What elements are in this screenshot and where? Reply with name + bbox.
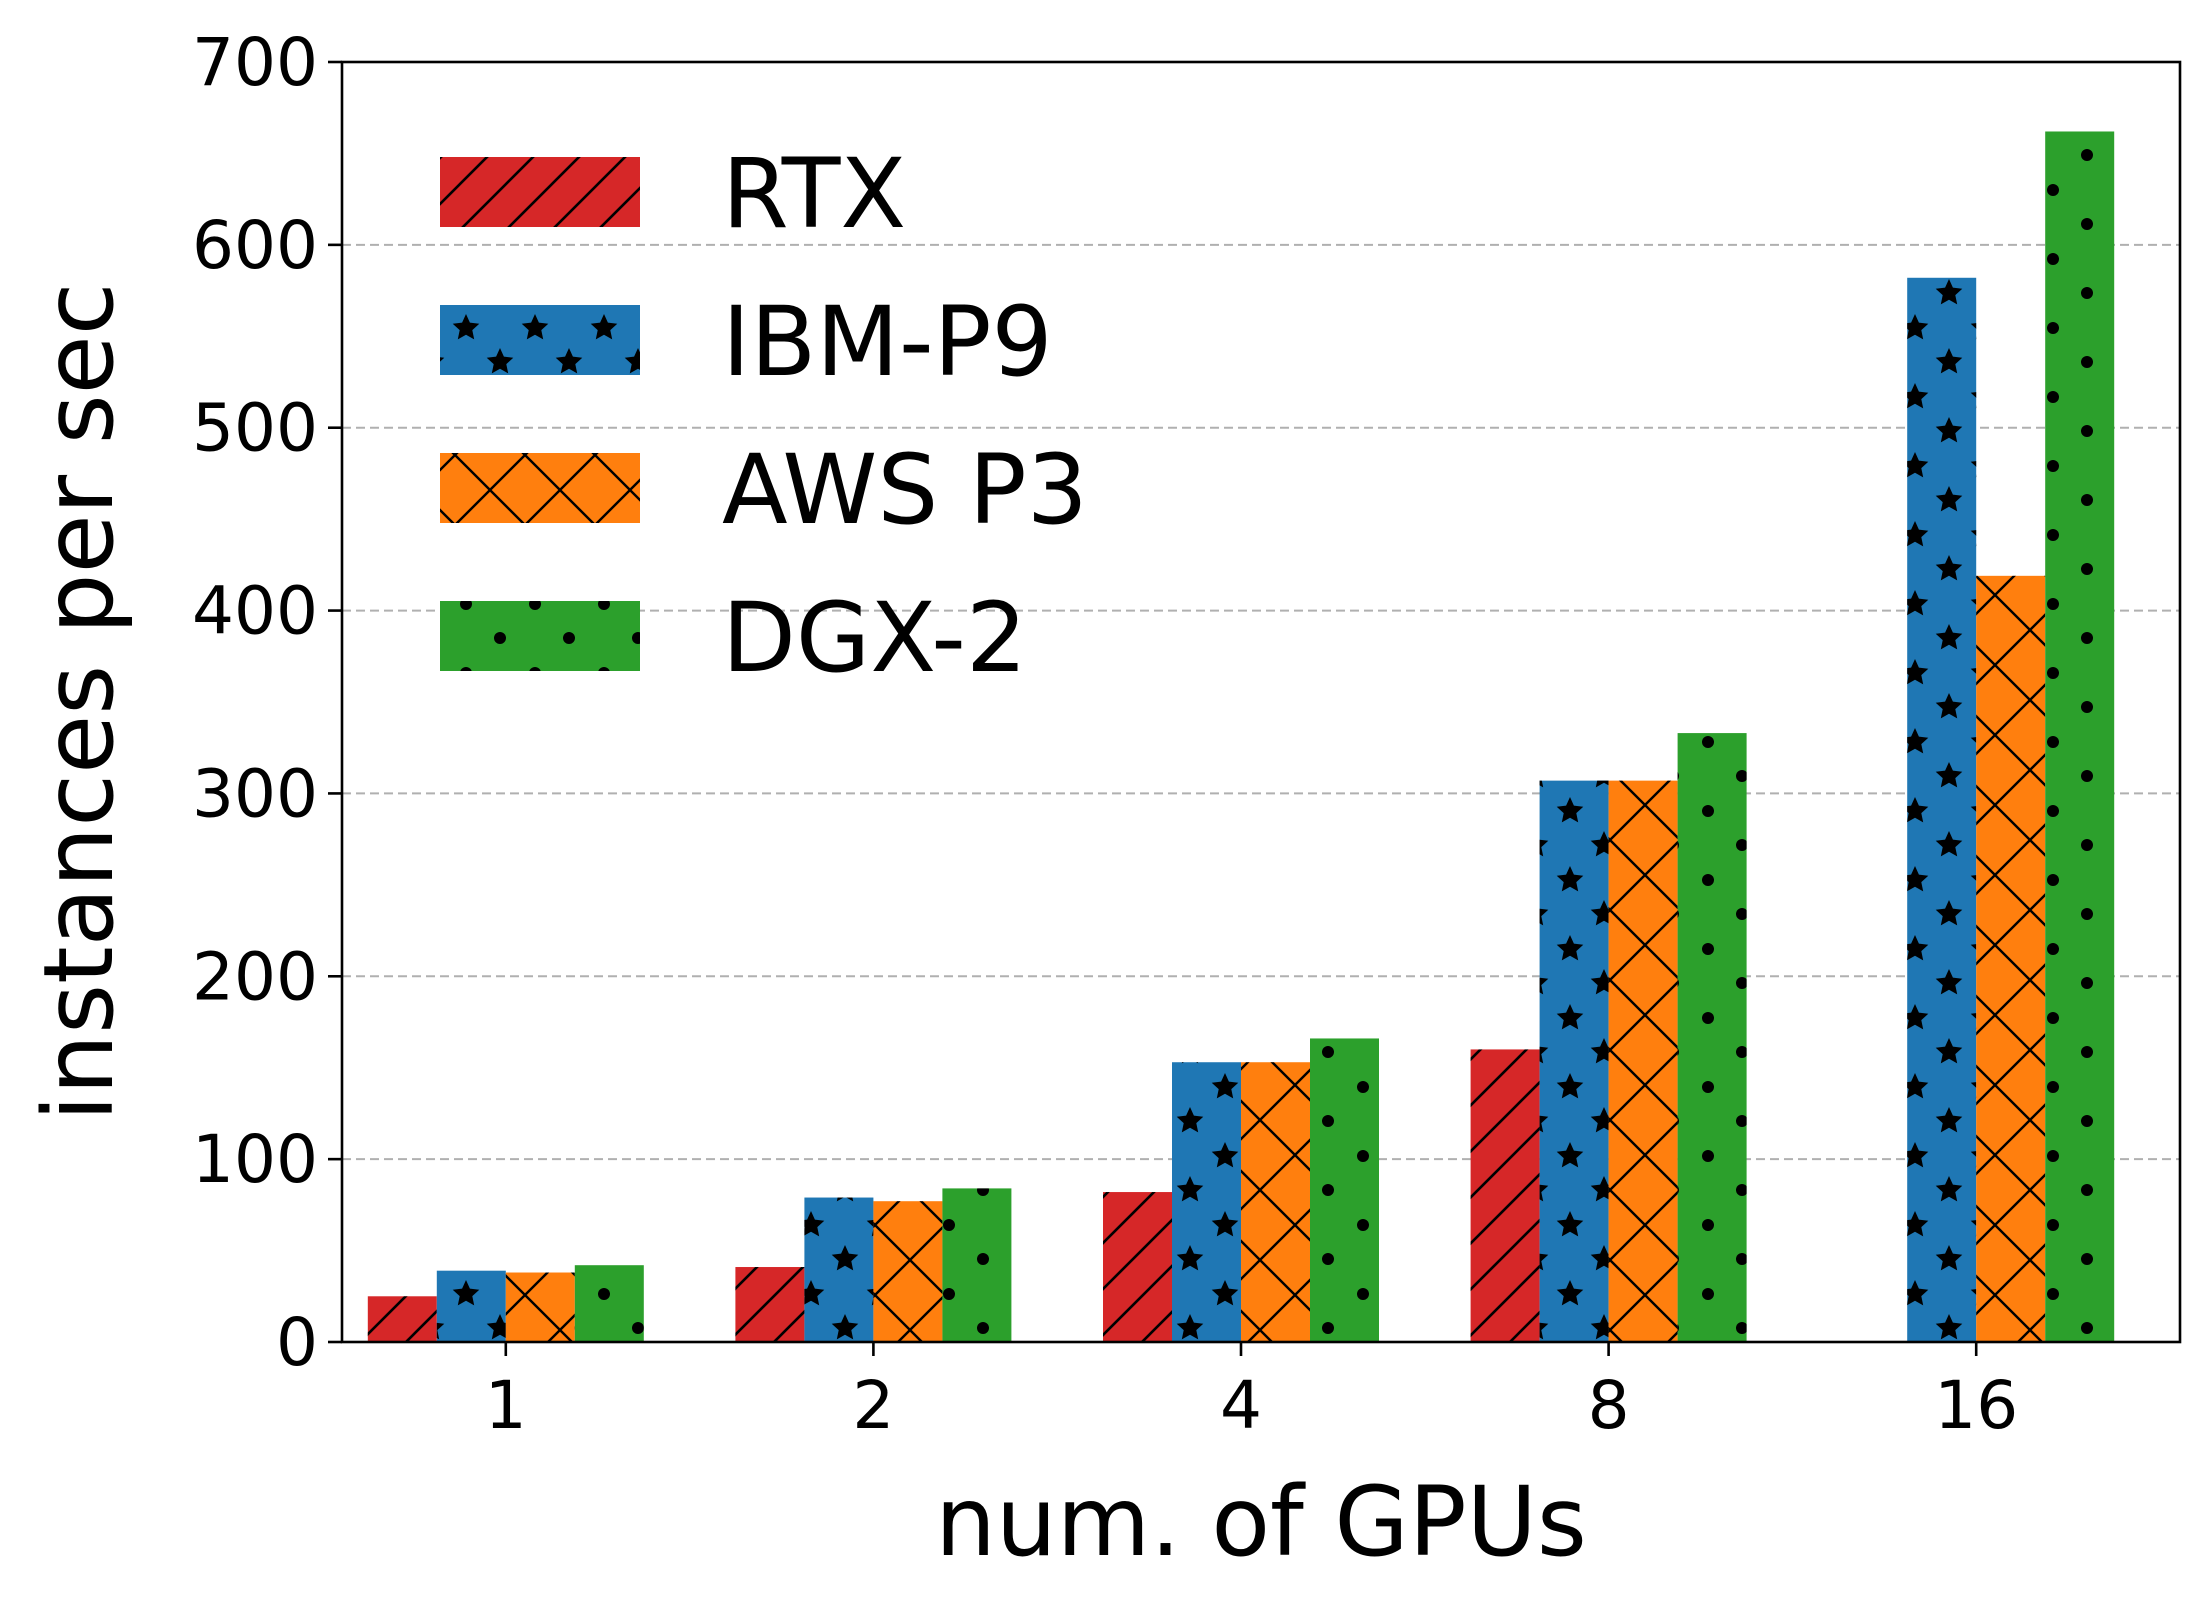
bar (436, 1270, 506, 1342)
bar (1677, 733, 1747, 1342)
bar (873, 1201, 943, 1342)
legend-label: DGX-2 (722, 582, 1027, 694)
bar (1608, 780, 1678, 1342)
y-tick-label: 400 (192, 573, 318, 650)
bar (1470, 1049, 1540, 1342)
legend-item: AWS P3 (440, 434, 1088, 546)
y-axis: 0 100 200 300 400 500 600 700 (192, 24, 342, 1381)
legend: RTX IBM-P9 AWS P3 DGX-2 (440, 138, 1088, 694)
y-tick-label: 700 (192, 24, 318, 101)
x-axis: 1 2 4 8 16 (485, 1342, 2018, 1444)
bar (735, 1267, 805, 1342)
x-tick-label: 4 (1220, 1367, 1262, 1444)
gridlines (342, 243, 2180, 1161)
legend-item: RTX (440, 138, 906, 250)
x-tick-label: 1 (485, 1367, 527, 1444)
bar (2045, 131, 2115, 1342)
plot-frame (340, 60, 2182, 1344)
y-tick-label: 300 (192, 755, 318, 832)
y-tick-label: 200 (192, 938, 318, 1015)
y-axis-label: instances per sec (23, 282, 135, 1121)
bar (1103, 1192, 1172, 1342)
bar (1310, 1038, 1379, 1342)
x-tick-label: 2 (852, 1367, 894, 1444)
y-tick-label: 500 (192, 390, 318, 467)
bar (1539, 780, 1609, 1342)
bars (367, 131, 2115, 1342)
bar (1241, 1062, 1310, 1342)
x-tick-label: 8 (1588, 1367, 1630, 1444)
bar (574, 1265, 644, 1342)
legend-item: DGX-2 (440, 582, 1027, 694)
x-axis-label: num. of GPUs (935, 1466, 1587, 1578)
legend-label: IBM-P9 (722, 286, 1053, 398)
y-tick-label: 100 (192, 1121, 318, 1198)
legend-label: AWS P3 (722, 434, 1088, 546)
bar (942, 1188, 1012, 1342)
bar (1976, 575, 2046, 1342)
bar (1172, 1062, 1241, 1342)
bar (1907, 277, 1977, 1342)
y-tick-label: 0 (276, 1304, 318, 1381)
legend-item: IBM-P9 (440, 286, 1053, 398)
bar (367, 1296, 437, 1342)
bar (505, 1272, 575, 1342)
bar (804, 1197, 874, 1342)
legend-label: RTX (722, 138, 906, 250)
y-tick-label: 600 (192, 207, 318, 284)
x-tick-label: 16 (1934, 1367, 2018, 1444)
